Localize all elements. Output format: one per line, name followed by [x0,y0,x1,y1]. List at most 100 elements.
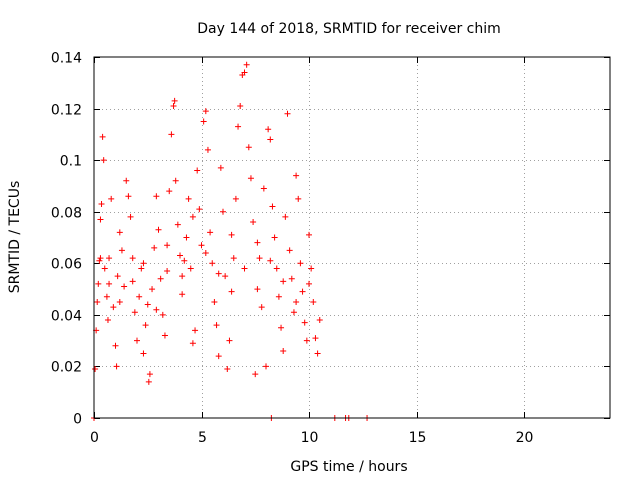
data-point [278,324,285,331]
data-point [140,260,147,267]
data-point [256,255,263,262]
data-point [149,286,156,293]
data-point [157,275,164,282]
data-point [108,195,115,202]
x-tick-label: 0 [90,430,99,446]
data-point [161,332,168,339]
data-point [275,293,282,300]
data-point [114,273,121,280]
data-point [155,226,162,233]
tick-labels: 0 0.02 0.04 0.06 0.08 0.1 0.12 0.14 0 5 10 15 20 [51,51,534,447]
data-point [226,337,233,344]
data-point [284,110,291,117]
chart-title: Day 144 of 2018, SRMTID for receiver chi… [197,21,501,37]
data-point [273,265,280,272]
data-point [118,247,125,254]
data-point [243,61,250,68]
data-point [217,164,224,171]
data-point [131,309,138,316]
data-point [153,306,160,313]
data-point [222,273,229,280]
data-point [172,177,179,184]
data-point [145,378,152,385]
data-point [134,337,140,344]
data-point [297,260,304,267]
data-point [254,286,261,293]
y-tick-label: 0.12 [51,103,82,119]
data-point [245,144,252,151]
data-point [164,242,171,249]
data-point [215,270,222,277]
x-tick-label: 10 [301,430,319,446]
data-point [179,291,186,298]
data-point [260,185,267,192]
data-point [98,200,105,207]
data-point [144,301,151,308]
data-point [194,167,201,174]
data-point [183,234,190,241]
data-point [100,157,107,164]
data-point [301,319,308,326]
y-tick-label: 0.14 [51,51,82,67]
data-point [151,244,158,251]
data-point [207,229,214,236]
x-tick-label: 5 [198,430,207,446]
y-tick-label: 0.08 [51,206,82,222]
data-point [138,265,145,272]
data-point [271,234,278,241]
data-point [146,371,153,378]
data-point [113,363,120,370]
data-point [204,146,211,153]
data-point [213,322,220,329]
data-point [153,193,160,200]
data-point [136,293,143,300]
data-point [181,257,188,264]
data-point [293,172,300,179]
data-point [166,188,173,195]
data-point [196,206,203,213]
plot-frame [93,56,611,419]
data-point [237,102,244,109]
data-point [267,136,274,143]
data-point [142,322,149,329]
data-point [189,340,196,347]
data-point [129,255,136,262]
data-point [250,219,257,226]
data-point [103,293,110,300]
data-point [179,273,186,280]
y-axis-label: SRMTID / TECUs [7,181,23,294]
data-point [110,304,117,311]
x-tick-label: 20 [516,430,534,446]
data-point [312,335,319,342]
data-point [306,280,312,287]
data-point [112,342,119,349]
data-point [306,231,312,238]
data-point [314,350,321,357]
data-point [303,337,310,344]
data-point [174,221,181,228]
data-point [316,317,323,324]
data-point [293,298,300,305]
data-point [171,97,178,104]
data-point [189,213,196,220]
data-point [211,298,218,305]
data-point [228,288,235,295]
data-point [198,242,205,249]
data-point [230,255,237,262]
data-point [168,131,175,138]
data-point [232,195,239,202]
data-point [263,363,269,370]
data-point [235,123,242,130]
y-tick-label: 0.06 [51,257,82,273]
data-point [192,327,199,334]
ticks [94,57,610,419]
data-point [224,366,231,373]
data-point [282,213,289,220]
data-point [92,366,99,373]
y-tick-label: 0 [73,412,82,428]
data-point [116,298,123,305]
y-tick-label: 0.04 [51,309,82,325]
data-point [295,195,302,202]
data-point [121,283,128,290]
